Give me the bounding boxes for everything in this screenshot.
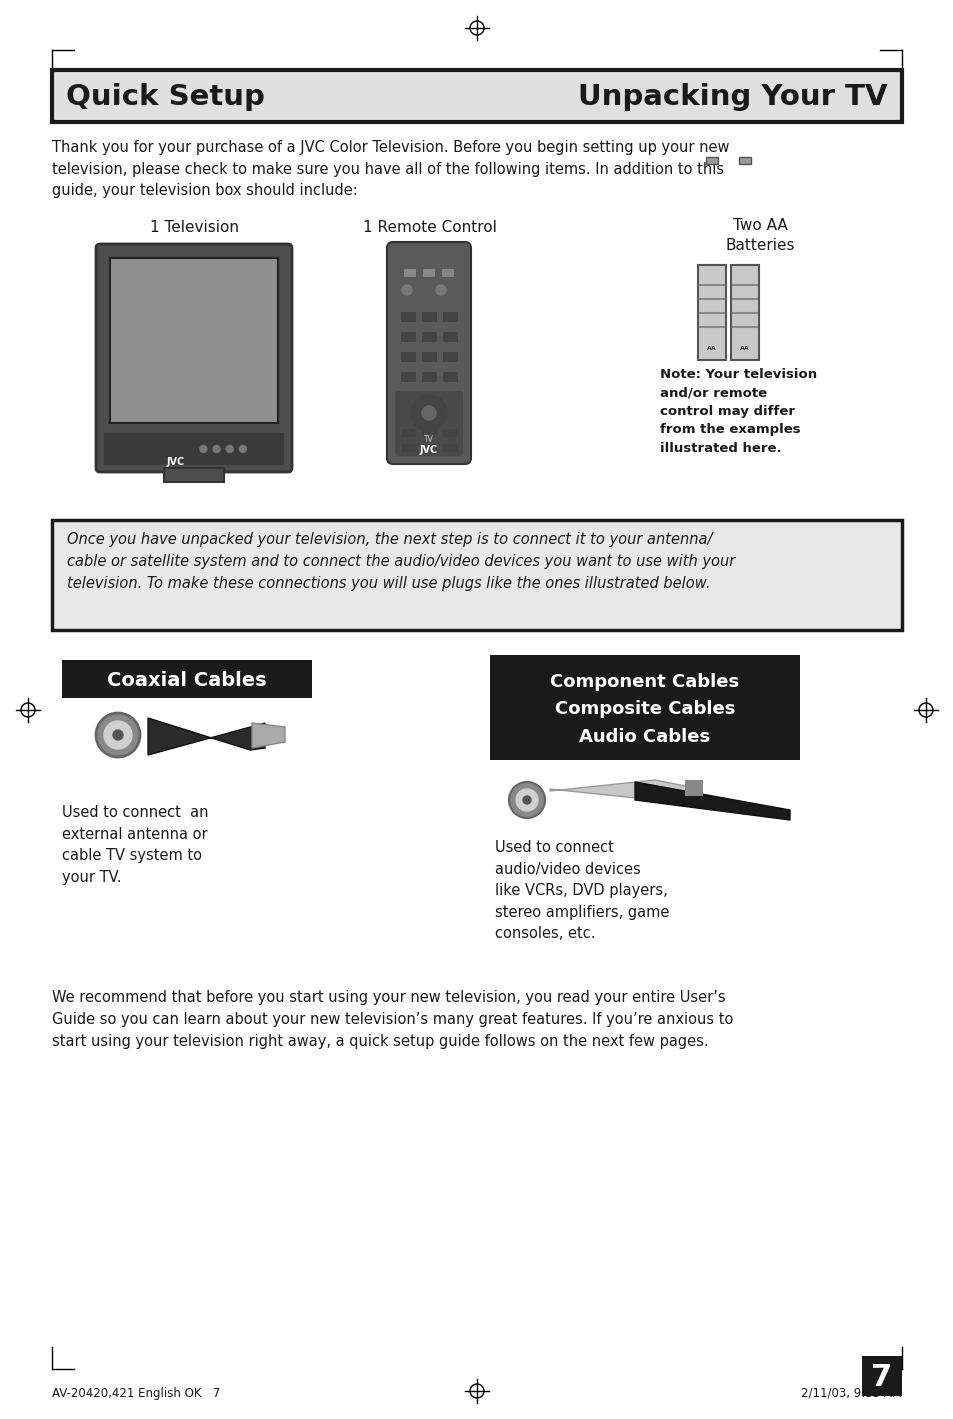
Bar [164,468,224,482]
Text: Used to connect
audio/video devices
like VCRs, DVD players,
stereo amplifiers, g: Used to connect audio/video devices like… [495,840,669,941]
FancyBboxPatch shape [421,352,436,362]
Polygon shape [550,780,689,800]
Bar [104,433,284,465]
FancyBboxPatch shape [421,429,436,437]
Bar [490,656,800,761]
FancyBboxPatch shape [421,312,436,322]
FancyBboxPatch shape [421,444,436,453]
FancyBboxPatch shape [421,332,436,342]
Text: JVC: JVC [419,446,437,455]
FancyBboxPatch shape [395,392,462,455]
Text: 1 Television: 1 Television [151,220,239,236]
Text: We recommend that before you start using your new television, you read your enti: We recommend that before you start using… [52,990,733,1050]
Circle shape [516,789,537,812]
Circle shape [411,394,447,431]
FancyBboxPatch shape [442,372,457,382]
FancyBboxPatch shape [442,352,457,362]
Text: JVC: JVC [167,457,185,467]
Text: AA: AA [706,345,716,350]
FancyBboxPatch shape [400,312,416,322]
FancyBboxPatch shape [400,372,416,382]
FancyBboxPatch shape [441,270,454,277]
Text: 2/11/03, 9:33 AM: 2/11/03, 9:33 AM [801,1386,901,1399]
Circle shape [226,446,233,453]
Polygon shape [635,782,789,820]
Bar [52,70,901,122]
FancyBboxPatch shape [442,444,457,453]
Text: Used to connect  an
external antenna or
cable TV system to
your TV.: Used to connect an external antenna or c… [62,805,209,885]
Text: 1 Remote Control: 1 Remote Control [363,220,497,236]
Circle shape [401,285,412,295]
Text: Two AA
Batteries: Two AA Batteries [724,219,794,253]
Text: AV-20420,421 English OK   7: AV-20420,421 English OK 7 [52,1386,220,1399]
Circle shape [96,712,140,756]
FancyBboxPatch shape [400,444,416,453]
Polygon shape [148,718,265,755]
FancyBboxPatch shape [400,429,416,437]
Text: Quick Setup: Quick Setup [66,82,265,111]
Circle shape [509,782,544,817]
Bar [62,660,312,698]
Text: Component Cables
Composite Cables
Audio Cables: Component Cables Composite Cables Audio … [550,674,739,745]
Text: Note: Your television
and/or remote
control may differ
from the examples
illustr: Note: Your television and/or remote cont… [659,368,817,455]
Circle shape [112,729,123,739]
Text: Once you have unpacked your television, the next step is to connect it to your a: Once you have unpacked your television, … [67,532,735,592]
FancyBboxPatch shape [400,332,416,342]
FancyBboxPatch shape [421,372,436,382]
Circle shape [200,446,207,453]
Bar [684,780,702,796]
Bar [110,258,277,423]
Circle shape [522,796,531,805]
Bar [730,265,759,360]
Circle shape [436,285,446,295]
Bar [705,158,717,165]
FancyBboxPatch shape [400,352,416,362]
Text: Coaxial Cables: Coaxial Cables [107,671,267,690]
FancyBboxPatch shape [422,270,435,277]
FancyBboxPatch shape [442,312,457,322]
Text: 7: 7 [870,1362,892,1392]
Bar [862,1357,901,1396]
Circle shape [104,721,132,749]
FancyBboxPatch shape [442,429,457,437]
FancyBboxPatch shape [96,244,292,473]
Circle shape [213,446,220,453]
Text: TV: TV [424,436,434,444]
Bar [52,519,901,630]
FancyBboxPatch shape [442,332,457,342]
FancyBboxPatch shape [403,270,416,277]
Circle shape [421,406,436,420]
Polygon shape [252,724,285,748]
Text: Unpacking Your TV: Unpacking Your TV [578,82,887,111]
FancyBboxPatch shape [387,243,471,464]
Bar [739,158,750,165]
Circle shape [239,446,246,453]
Text: AA: AA [740,345,749,350]
Text: Thank you for your purchase of a JVC Color Television. Before you begin setting : Thank you for your purchase of a JVC Col… [52,140,729,199]
Bar [698,265,725,360]
